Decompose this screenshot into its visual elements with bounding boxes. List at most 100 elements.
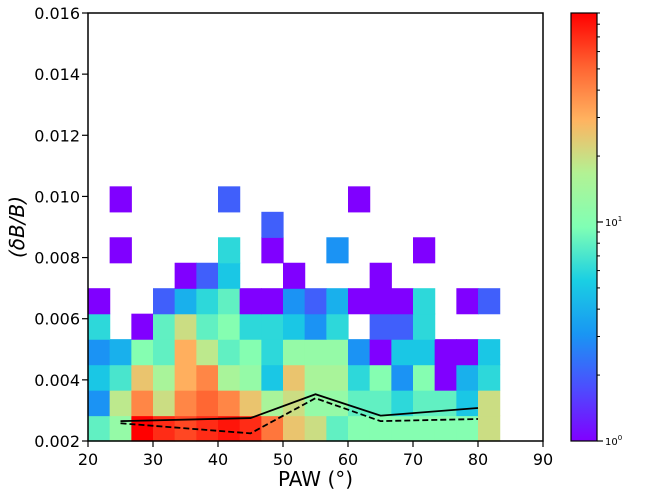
heatmap-cell — [369, 288, 392, 315]
heatmap-cell — [478, 339, 501, 366]
x-axis-title: PAW (°) — [278, 467, 353, 491]
heatmap-cell — [326, 313, 349, 340]
colorbar-tick-label: 100 — [605, 434, 622, 448]
heatmap-cell — [261, 237, 284, 264]
x-tick-label: 20 — [78, 450, 98, 469]
heatmap-cell — [348, 415, 371, 442]
heatmap-cell — [218, 390, 241, 417]
heatmap-cell — [326, 339, 349, 366]
x-tick-label: 90 — [533, 450, 553, 469]
heatmap-cell — [261, 415, 284, 442]
x-tick-label: 30 — [143, 450, 163, 469]
heatmap-cell — [196, 288, 219, 315]
heatmap-cell — [88, 339, 111, 366]
heatmap-cell — [478, 390, 501, 417]
y-axis-title: (δB/B) — [5, 196, 29, 258]
heatmap-cell — [348, 339, 371, 366]
heatmap-cell — [478, 415, 501, 442]
heatmap-cell — [153, 339, 176, 366]
heatmap-cell — [304, 288, 327, 315]
heatmap-cell — [391, 339, 414, 366]
heatmap-cell — [153, 288, 176, 315]
dashed-line — [120, 397, 479, 435]
heatmap-cell — [456, 364, 479, 391]
heatmap-cell — [369, 313, 392, 340]
heatmap-cell — [283, 262, 306, 289]
heatmap-cell — [153, 313, 176, 340]
heatmap-cell — [369, 364, 392, 391]
heatmap-cell — [326, 364, 349, 391]
heatmap-cell — [196, 415, 219, 442]
heatmap-cell — [131, 390, 154, 417]
heatmap-cells — [88, 186, 501, 442]
x-tick-label: 80 — [468, 450, 488, 469]
heatmap-cell — [391, 390, 414, 417]
x-axis: 20 30 40 50 60 70 80 90 — [78, 441, 553, 469]
heatmap-cell — [174, 339, 197, 366]
heatmap-cell — [413, 313, 436, 340]
heatmap-cell — [218, 288, 241, 315]
heatmap-cell — [348, 364, 371, 391]
heatmap-cell — [261, 339, 284, 366]
heatmap-cell — [348, 288, 371, 315]
heatmap-cell — [261, 313, 284, 340]
heatmap-cell — [174, 364, 197, 391]
heatmap-cell — [434, 339, 457, 366]
heatmap-cell — [174, 262, 197, 289]
heatmap-cell — [326, 288, 349, 315]
heatmap-cell — [218, 313, 241, 340]
heatmap-cell — [434, 364, 457, 391]
heatmap-cell — [478, 364, 501, 391]
heatmap-cell — [261, 364, 284, 391]
x-tick-label: 70 — [403, 450, 423, 469]
heatmap-cell — [174, 288, 197, 315]
heatmap-cell — [153, 364, 176, 391]
heatmap-cell — [391, 415, 414, 442]
y-tick-label: 0.014 — [34, 65, 80, 84]
heatmap-cell — [456, 415, 479, 442]
heatmap-cell — [304, 339, 327, 366]
heatmap-cell — [218, 364, 241, 391]
heatmap-cell — [109, 390, 132, 417]
heatmap-cell — [456, 339, 479, 366]
heatmap-cell — [174, 390, 197, 417]
heatmap-cell — [239, 288, 262, 315]
y-tick-label: 0.004 — [34, 371, 80, 390]
heatmap-cell — [196, 364, 219, 391]
x-tick-label: 50 — [273, 450, 293, 469]
heatmap-cell — [109, 237, 132, 264]
heatmap-cell — [456, 288, 479, 315]
heatmap-cell — [174, 313, 197, 340]
heatmap-cell — [369, 339, 392, 366]
heatmap-cell — [88, 364, 111, 391]
heatmap-cell — [413, 390, 436, 417]
heatmap-cell — [283, 339, 306, 366]
heatmap-cell — [196, 390, 219, 417]
heatmap-cell — [456, 390, 479, 417]
heatmap-cell — [413, 364, 436, 391]
heatmap-cell — [391, 313, 414, 340]
heatmap-cell — [88, 288, 111, 315]
y-tick-label: 0.008 — [34, 249, 80, 268]
heatmap-cell — [369, 262, 392, 289]
y-tick-label: 0.012 — [34, 126, 80, 145]
heatmap-cell — [283, 364, 306, 391]
heatmap-cell — [109, 186, 132, 213]
heatmap-cell — [304, 415, 327, 442]
heatmap-cell — [218, 415, 241, 442]
heatmap-cell — [434, 415, 457, 442]
plot-frame — [87, 12, 544, 442]
heatmap-cell — [239, 313, 262, 340]
median-lines — [120, 393, 479, 435]
heatmap-cell — [131, 415, 154, 442]
heatmap-cell — [434, 390, 457, 417]
heatmap-cell — [218, 186, 241, 213]
heatmap-cell — [88, 313, 111, 340]
y-tick-label: 0.006 — [34, 310, 80, 329]
heatmap-cell — [283, 313, 306, 340]
heatmap-cell — [326, 415, 349, 442]
heatmap-cell — [239, 339, 262, 366]
y-tick-label: 0.002 — [34, 432, 80, 451]
heatmap-cell — [391, 364, 414, 391]
